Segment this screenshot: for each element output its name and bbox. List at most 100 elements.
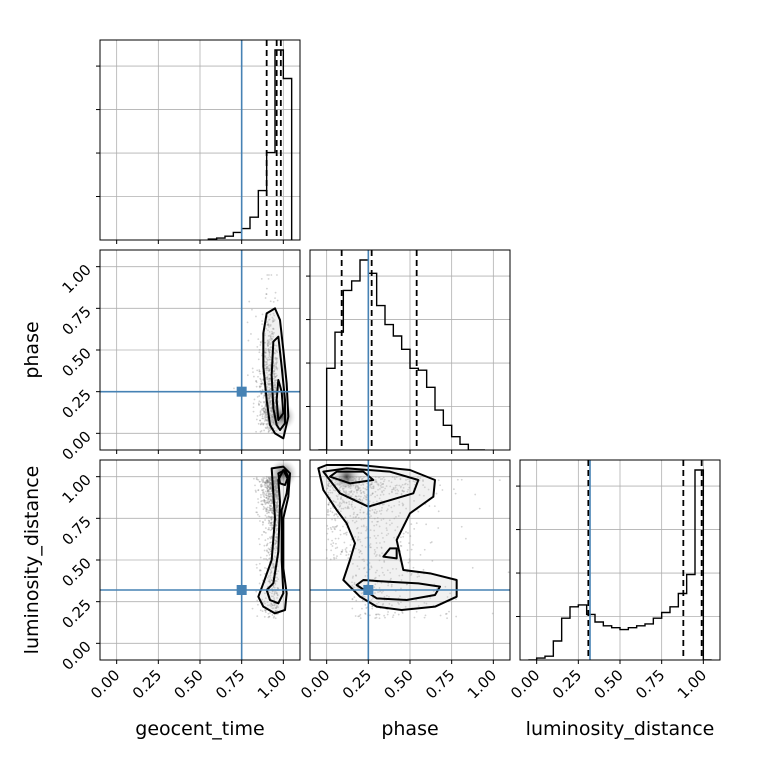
panel-luminosity-distance-vs-geocent-time: 0.00 0.25 0.50 0.75 1.000.000.250.500.751.00 — [58, 459, 301, 702]
sample-point — [266, 479, 269, 482]
sample-point — [369, 600, 372, 602]
sample-point — [264, 482, 267, 485]
sample-point — [275, 491, 278, 493]
sample-point — [273, 593, 276, 596]
sample-point — [358, 551, 361, 554]
sample-point — [423, 616, 426, 619]
sample-point — [269, 335, 272, 338]
sample-point — [356, 538, 359, 541]
sample-point — [267, 277, 270, 280]
sample-point — [266, 375, 269, 378]
sample-point — [276, 597, 278, 599]
sample-point — [359, 511, 362, 514]
sample-point — [258, 385, 261, 388]
sample-point — [267, 374, 270, 376]
sample-point — [427, 488, 430, 491]
sample-point — [261, 523, 264, 526]
sample-point — [409, 571, 411, 574]
sample-point — [275, 513, 278, 516]
sample-point — [382, 493, 385, 496]
sample-point — [273, 486, 276, 488]
x-tick-label-2: 0.50 — [170, 666, 206, 702]
sample-point — [268, 400, 271, 403]
sample-point — [335, 513, 338, 516]
sample-point — [271, 604, 274, 607]
sample-point — [370, 494, 372, 497]
sample-point — [329, 558, 332, 561]
sample-point — [374, 478, 377, 481]
sample-point — [350, 504, 353, 506]
y-tick-label-2: 0.50 — [58, 554, 94, 590]
sample-point — [327, 508, 329, 511]
sample-point — [362, 483, 364, 485]
sample-point — [407, 561, 410, 564]
sample-point — [275, 529, 278, 532]
sample-point — [273, 347, 276, 350]
sample-point — [393, 517, 396, 520]
sample-point — [368, 568, 371, 571]
sample-point — [363, 566, 366, 569]
sample-point — [357, 539, 359, 542]
sample-point — [270, 487, 273, 490]
sample-point — [265, 508, 268, 511]
sample-point — [260, 382, 263, 385]
sample-point — [268, 343, 271, 345]
sample-point — [266, 481, 269, 484]
histogram — [207, 40, 293, 240]
sample-point — [276, 506, 279, 509]
sample-point — [365, 498, 368, 501]
sample-point — [259, 370, 261, 373]
sample-point — [258, 400, 261, 403]
sample-point — [257, 498, 259, 500]
sample-point — [267, 397, 270, 399]
sample-point — [261, 503, 264, 506]
sample-point — [262, 423, 265, 426]
sample-point — [277, 570, 280, 572]
sample-point — [269, 612, 271, 614]
panel-phase-vs-geocent-time: 0.000.250.500.751.00 — [58, 249, 301, 464]
sample-point — [366, 482, 368, 485]
sample-point — [264, 519, 266, 521]
sample-point — [404, 482, 407, 485]
sample-point — [276, 505, 279, 507]
sample-point — [268, 486, 271, 489]
sample-point — [354, 516, 357, 519]
sample-point — [275, 501, 278, 504]
sample-point — [446, 596, 449, 598]
sample-point — [362, 491, 365, 493]
sample-point — [424, 614, 427, 617]
sample-point — [275, 606, 278, 609]
sample-point — [372, 485, 375, 488]
sample-point — [270, 404, 273, 407]
sample-point — [269, 479, 272, 482]
sample-point — [276, 497, 279, 500]
sample-point — [275, 360, 278, 362]
sample-point — [266, 385, 269, 388]
sample-point — [274, 579, 277, 582]
sample-point — [402, 503, 405, 506]
sample-point — [273, 377, 276, 380]
sample-point — [266, 487, 269, 490]
sample-point — [379, 481, 382, 484]
sample-point — [370, 565, 373, 568]
sample-point — [274, 603, 277, 605]
sample-point — [327, 484, 329, 487]
sample-point — [402, 486, 405, 489]
sample-point — [271, 604, 274, 607]
sample-point — [274, 583, 277, 586]
sample-point — [261, 520, 264, 523]
sample-point — [407, 488, 410, 491]
sample-point — [263, 615, 266, 618]
sample-point — [269, 485, 272, 488]
sample-point — [269, 394, 272, 397]
sample-point — [267, 502, 270, 505]
sample-point — [269, 504, 271, 507]
sample-point — [276, 576, 278, 579]
sample-point — [361, 599, 364, 602]
sample-point — [373, 524, 376, 527]
sample-point — [275, 501, 278, 504]
sample-point — [267, 342, 270, 344]
sample-point — [378, 476, 381, 479]
sample-point — [262, 505, 265, 508]
